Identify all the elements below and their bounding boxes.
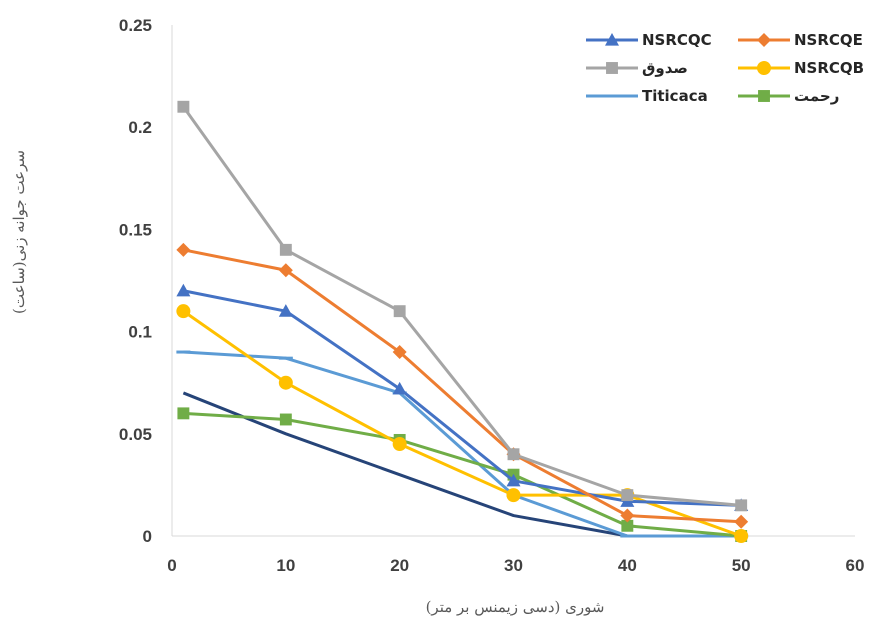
diamond-marker: [278, 263, 293, 278]
axes: 0 10 20 30 40 50 60 0 0.05 0.1 0.15 0.2 0.25: [119, 16, 865, 575]
series-NSRCQE: [176, 242, 749, 529]
legend-label: صدوق: [642, 59, 688, 77]
diamond-marker: [176, 242, 191, 257]
legend-item: Titicaca: [586, 87, 708, 105]
y-tick-label: 0.1: [128, 323, 152, 342]
circle-marker: [392, 437, 407, 452]
square-marker: [177, 407, 190, 420]
circle-marker: [734, 529, 749, 543]
series-NSRCQC: [176, 283, 749, 511]
y-tick-label: 0.25: [119, 16, 152, 35]
triangle-marker: [506, 473, 521, 487]
square-marker: [177, 100, 190, 113]
x-tick-label: 0: [167, 556, 176, 575]
legend-label: NSRCQC: [642, 31, 712, 49]
legend-item: NSRCQC: [586, 31, 712, 49]
y-tick-label: 0: [143, 527, 152, 546]
diamond-marker: [757, 33, 771, 47]
square-marker: [606, 62, 618, 74]
legend-label: رحمت: [794, 87, 839, 105]
square-marker: [621, 489, 634, 502]
diamond-marker: [620, 508, 635, 523]
square-marker: [279, 243, 292, 256]
x-tick-label: 50: [732, 556, 751, 575]
legend-item: NSRCQE: [738, 31, 863, 49]
circle-marker: [278, 375, 293, 390]
square-marker: [393, 305, 406, 318]
y-tick-label: 0.05: [119, 425, 152, 444]
x-axis-title: شوری (دسی زیمنس بر متر): [426, 598, 605, 616]
series-line: [182, 105, 742, 507]
triangle-marker: [278, 304, 293, 317]
square-marker: [735, 499, 748, 512]
triangle-marker: [392, 381, 407, 395]
x-tick-label: 30: [504, 556, 523, 575]
x-tick-label: 40: [618, 556, 637, 575]
triangle-marker: [605, 33, 619, 46]
series-رحمت: [177, 407, 748, 542]
legend-item: رحمت: [738, 87, 839, 105]
legend-label: NSRCQB: [794, 59, 864, 77]
square-marker: [507, 448, 520, 461]
triangle-marker: [176, 283, 191, 297]
square-marker: [758, 90, 770, 102]
x-tick-label: 60: [846, 556, 865, 575]
series-layer: [176, 100, 749, 543]
y-axis-title: سرعت جوانه زنی(ساعت): [10, 150, 28, 314]
legend-label: Titicaca: [642, 87, 708, 105]
legend: NSRCQC NSRCQE صدوق NSRCQB Titicaca رحمت: [586, 31, 864, 105]
circle-marker: [757, 61, 771, 75]
y-tick-label: 0.15: [119, 220, 152, 239]
circle-marker: [176, 304, 191, 319]
series-صدوق: [177, 100, 748, 512]
legend-item: صدوق: [586, 59, 688, 77]
series-line: [183, 411, 742, 538]
x-tick-label: 20: [390, 556, 409, 575]
legend-label: NSRCQE: [794, 31, 863, 49]
series-line: [183, 289, 742, 507]
square-marker: [621, 519, 634, 532]
circle-marker: [506, 488, 521, 503]
y-tick-label: 0.2: [128, 118, 152, 137]
series-unnamed: [182, 391, 742, 538]
legend-item: NSRCQB: [738, 59, 864, 77]
series-line: [183, 248, 742, 524]
diamond-marker: [392, 345, 407, 360]
x-tick-label: 10: [276, 556, 295, 575]
series-line: [182, 391, 742, 538]
square-marker: [279, 413, 292, 426]
diamond-marker: [734, 514, 749, 529]
series-line: [183, 350, 742, 538]
